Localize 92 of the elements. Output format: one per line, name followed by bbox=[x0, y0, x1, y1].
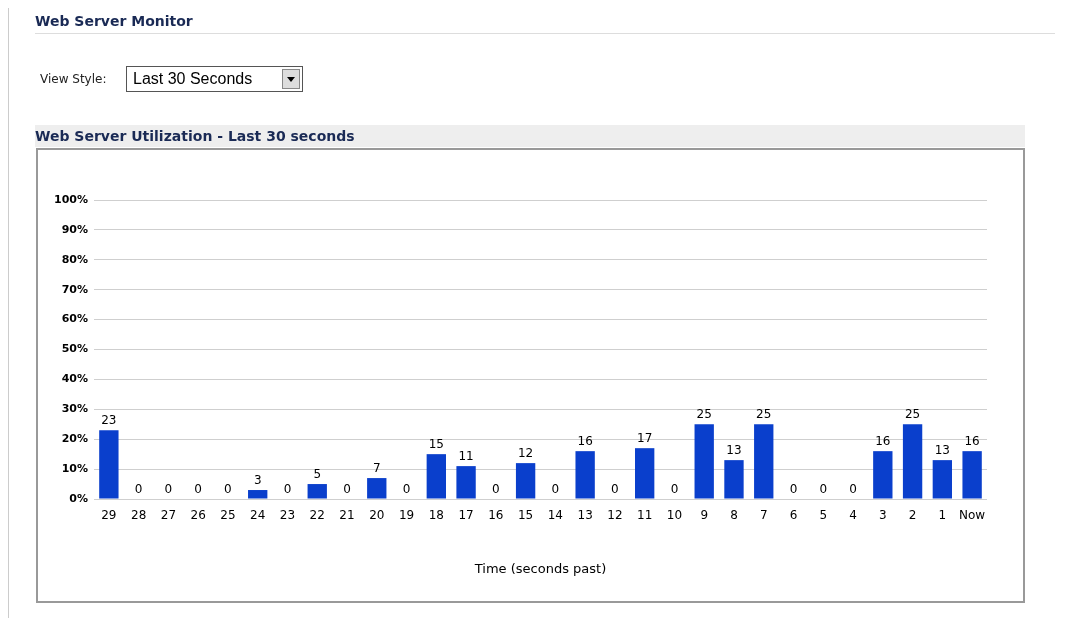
data-label: 13 bbox=[934, 443, 950, 458]
bar bbox=[426, 454, 446, 499]
data-label: 16 bbox=[964, 434, 980, 449]
x-tick-label: 24 bbox=[250, 508, 266, 523]
y-tick-label: 30% bbox=[61, 402, 88, 416]
x-tick-label: 28 bbox=[130, 508, 147, 523]
data-label: 25 bbox=[904, 407, 921, 422]
bar bbox=[515, 463, 536, 499]
x-tick-label: 16 bbox=[488, 508, 504, 523]
data-label: 0 bbox=[670, 482, 679, 497]
view-style-dropdown: Last 30 Seconds bbox=[126, 66, 303, 92]
chart-title: Web Server Utilization - Last 30 seconds bbox=[35, 125, 1025, 147]
bar bbox=[99, 430, 119, 499]
y-tick-label: 90% bbox=[61, 222, 88, 236]
x-tick-label: 1 bbox=[938, 508, 947, 523]
x-tick-label: 20 bbox=[369, 508, 385, 523]
data-label: 0 bbox=[194, 482, 202, 497]
x-tick-label: 11 bbox=[637, 508, 653, 523]
bar bbox=[456, 466, 476, 499]
data-label: 17 bbox=[637, 431, 653, 446]
x-tick-label: 12 bbox=[607, 508, 623, 523]
data-label: 23 bbox=[101, 413, 117, 428]
x-tick-label: 2 bbox=[908, 508, 917, 523]
data-label: 25 bbox=[696, 407, 712, 422]
y-tick-label: 40% bbox=[61, 372, 88, 386]
x-tick-label: 14 bbox=[547, 508, 564, 523]
data-label: 15 bbox=[428, 437, 444, 452]
x-tick-label: 9 bbox=[700, 508, 709, 523]
bar bbox=[754, 424, 774, 499]
x-tick-label: 13 bbox=[577, 508, 593, 523]
data-label: 16 bbox=[875, 434, 891, 449]
x-tick-label: 15 bbox=[517, 508, 534, 523]
x-tick-label: 22 bbox=[309, 508, 325, 523]
bar bbox=[307, 484, 327, 499]
x-tick-label: 3 bbox=[878, 508, 887, 523]
y-tick-label: 50% bbox=[61, 342, 88, 356]
data-label: 0 bbox=[849, 482, 857, 497]
x-tick-label: 21 bbox=[339, 508, 355, 523]
x-tick-label: Now bbox=[959, 508, 986, 523]
data-label: 5 bbox=[313, 467, 322, 482]
data-label: 0 bbox=[224, 482, 232, 497]
data-label: 16 bbox=[577, 434, 593, 449]
data-label: 0 bbox=[492, 482, 500, 497]
y-tick-label: 60% bbox=[61, 312, 88, 326]
bar bbox=[575, 451, 595, 499]
data-label: 13 bbox=[726, 443, 742, 458]
data-label: 0 bbox=[343, 482, 351, 497]
bar bbox=[367, 478, 387, 499]
bar bbox=[248, 490, 268, 499]
y-tick-label: 10% bbox=[61, 461, 88, 475]
x-tick-label: 18 bbox=[428, 508, 444, 523]
x-tick-label: 10 bbox=[666, 508, 683, 523]
data-label: 25 bbox=[756, 407, 772, 422]
bar bbox=[932, 460, 953, 499]
text: View Style: bbox=[40, 72, 107, 86]
x-tick-label: 29 bbox=[101, 508, 117, 523]
x-tick-label: 6 bbox=[789, 508, 798, 523]
data-label: 3 bbox=[253, 473, 262, 488]
x-tick-label: 4 bbox=[849, 508, 857, 523]
x-tick-label: 27 bbox=[160, 508, 177, 523]
data-label: 0 bbox=[789, 482, 798, 497]
data-label: 0 bbox=[819, 482, 828, 497]
data-label: 11 bbox=[458, 449, 474, 464]
bar bbox=[635, 448, 655, 499]
data-label: 0 bbox=[551, 482, 560, 497]
y-tick-label: 0% bbox=[69, 491, 88, 505]
x-tick-label: 19 bbox=[398, 508, 415, 523]
bar bbox=[902, 424, 923, 499]
data-label: 0 bbox=[134, 482, 143, 497]
data-label: 7 bbox=[372, 461, 381, 476]
x-tick-label: 23 bbox=[279, 508, 296, 523]
x-tick-label: 25 bbox=[220, 508, 236, 523]
x-tick-label: 8 bbox=[730, 508, 738, 523]
data-label: 0 bbox=[611, 482, 619, 497]
y-tick-label: 100% bbox=[54, 192, 88, 206]
data-label: 0 bbox=[402, 482, 411, 497]
data-label: 0 bbox=[164, 482, 173, 497]
x-tick-label: 5 bbox=[819, 508, 828, 523]
text: Web Server Monitor bbox=[35, 13, 1055, 34]
bar bbox=[724, 460, 744, 499]
bar bbox=[962, 451, 982, 499]
bar bbox=[873, 451, 893, 499]
y-tick-label: 70% bbox=[61, 282, 88, 296]
x-tick-label: 26 bbox=[190, 508, 206, 523]
y-tick-label: 20% bbox=[61, 432, 88, 446]
data-label: 12 bbox=[517, 446, 534, 461]
x-tick-label: 7 bbox=[759, 508, 768, 523]
data-label: 0 bbox=[283, 482, 292, 497]
x-tick-label: 17 bbox=[458, 508, 474, 523]
y-tick-label: 80% bbox=[61, 252, 88, 266]
x-axis-title: Time (seconds past) bbox=[473, 560, 607, 576]
bar bbox=[694, 424, 714, 499]
